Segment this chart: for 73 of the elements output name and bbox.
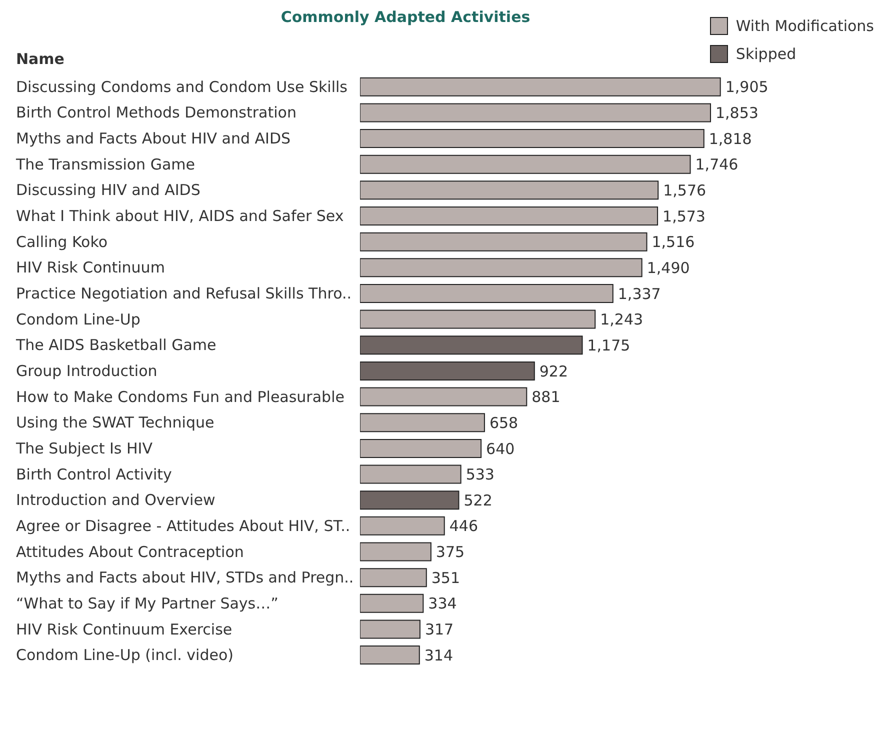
bar	[360, 464, 462, 484]
bar	[360, 336, 583, 355]
y-tick-label: Birth Control Activity	[16, 465, 172, 484]
bar	[360, 438, 482, 458]
bar	[360, 568, 427, 588]
y-tick-label: The Transmission Game	[15, 155, 195, 174]
data-label: 446	[449, 517, 478, 536]
bar	[360, 154, 691, 174]
bar	[360, 516, 445, 536]
data-label: 1,243	[600, 310, 644, 329]
data-label: 1,337	[618, 284, 661, 303]
y-tick-label: Birth Control Methods Demonstration	[16, 104, 296, 122]
y-tick-label: Using the SWAT Technique	[16, 414, 214, 432]
data-label: 1,516	[652, 233, 695, 252]
data-label: 881	[532, 388, 560, 406]
y-tick-label: Myths and Facts About HIV and AIDS	[16, 130, 291, 148]
y-tick-label: The AIDS Basketball Game	[15, 336, 216, 354]
y-axis-title: Name	[16, 50, 64, 68]
data-label: 658	[489, 414, 518, 432]
legend-label: With Modifications	[736, 17, 874, 35]
y-tick-label: How to Make Condoms Fun and Pleasurable	[16, 388, 344, 406]
bar	[360, 413, 485, 432]
data-label: 922	[539, 362, 568, 380]
y-tick-label: Discussing HIV and AIDS	[16, 181, 200, 200]
y-tick-label: “What to Say if My Partner Says…”	[16, 594, 278, 612]
bar	[360, 77, 721, 96]
data-label: 375	[436, 543, 465, 562]
data-label: 314	[424, 646, 454, 664]
bar	[360, 620, 420, 639]
data-label: 1,576	[663, 182, 706, 200]
data-label: 533	[466, 466, 494, 484]
bar	[360, 490, 460, 510]
legend-label: Skipped	[736, 45, 796, 63]
data-label: 1,746	[695, 156, 738, 174]
y-tick-label: What I Think about HIV, AIDS and Safer Sex	[16, 207, 344, 226]
y-tick-label: Condom Line-Up (incl. video)	[16, 646, 234, 664]
data-label: 1,175	[587, 336, 630, 354]
bar	[360, 594, 424, 613]
y-tick-label: Attitudes About Contraception	[16, 542, 244, 561]
bar	[360, 232, 648, 252]
data-label: 1,818	[708, 130, 752, 148]
chart-title: Commonly Adapted Activities	[280, 8, 532, 26]
bar	[360, 258, 642, 278]
data-label: 334	[428, 594, 457, 613]
data-label: 640	[486, 440, 515, 458]
bar	[360, 284, 614, 303]
bar	[360, 387, 528, 406]
data-label: 317	[424, 620, 454, 639]
bar	[360, 310, 596, 329]
data-label: 1,905	[725, 78, 768, 96]
y-tick-label: Discussing Condoms and Condom Use Skills	[16, 78, 348, 96]
y-tick-label: Practice Negotiation and Refusal Skills Thro..	[16, 284, 352, 303]
data-label: 1,573	[662, 207, 706, 226]
data-label: 1,853	[716, 104, 758, 122]
y-tick-label: Group Introduction	[16, 362, 158, 380]
bar	[360, 103, 712, 122]
y-tick-label: The Subject Is HIV	[15, 439, 154, 458]
y-tick-label: Introduction and Overview	[16, 491, 216, 510]
y-tick-label: Agree or Disagree - Attitudes About HIV, ST..	[16, 516, 350, 535]
data-label: 351	[431, 568, 460, 587]
bar	[360, 206, 658, 226]
data-label: 1,490	[646, 258, 690, 277]
bar	[360, 542, 432, 562]
y-tick-label: Myths and Facts about HIV, STDs and Pregn..	[16, 568, 354, 587]
data-label: 522	[464, 491, 492, 510]
bar	[360, 646, 420, 665]
bar	[360, 361, 535, 380]
y-tick-label: Calling Koko	[16, 232, 108, 251]
y-tick-label: Condom Line-Up	[16, 310, 140, 328]
y-tick-label: HIV Risk Continuum	[16, 258, 165, 277]
y-tick-label: HIV Risk Continuum Exercise	[16, 620, 232, 638]
bar	[360, 180, 659, 200]
bar	[360, 129, 704, 148]
